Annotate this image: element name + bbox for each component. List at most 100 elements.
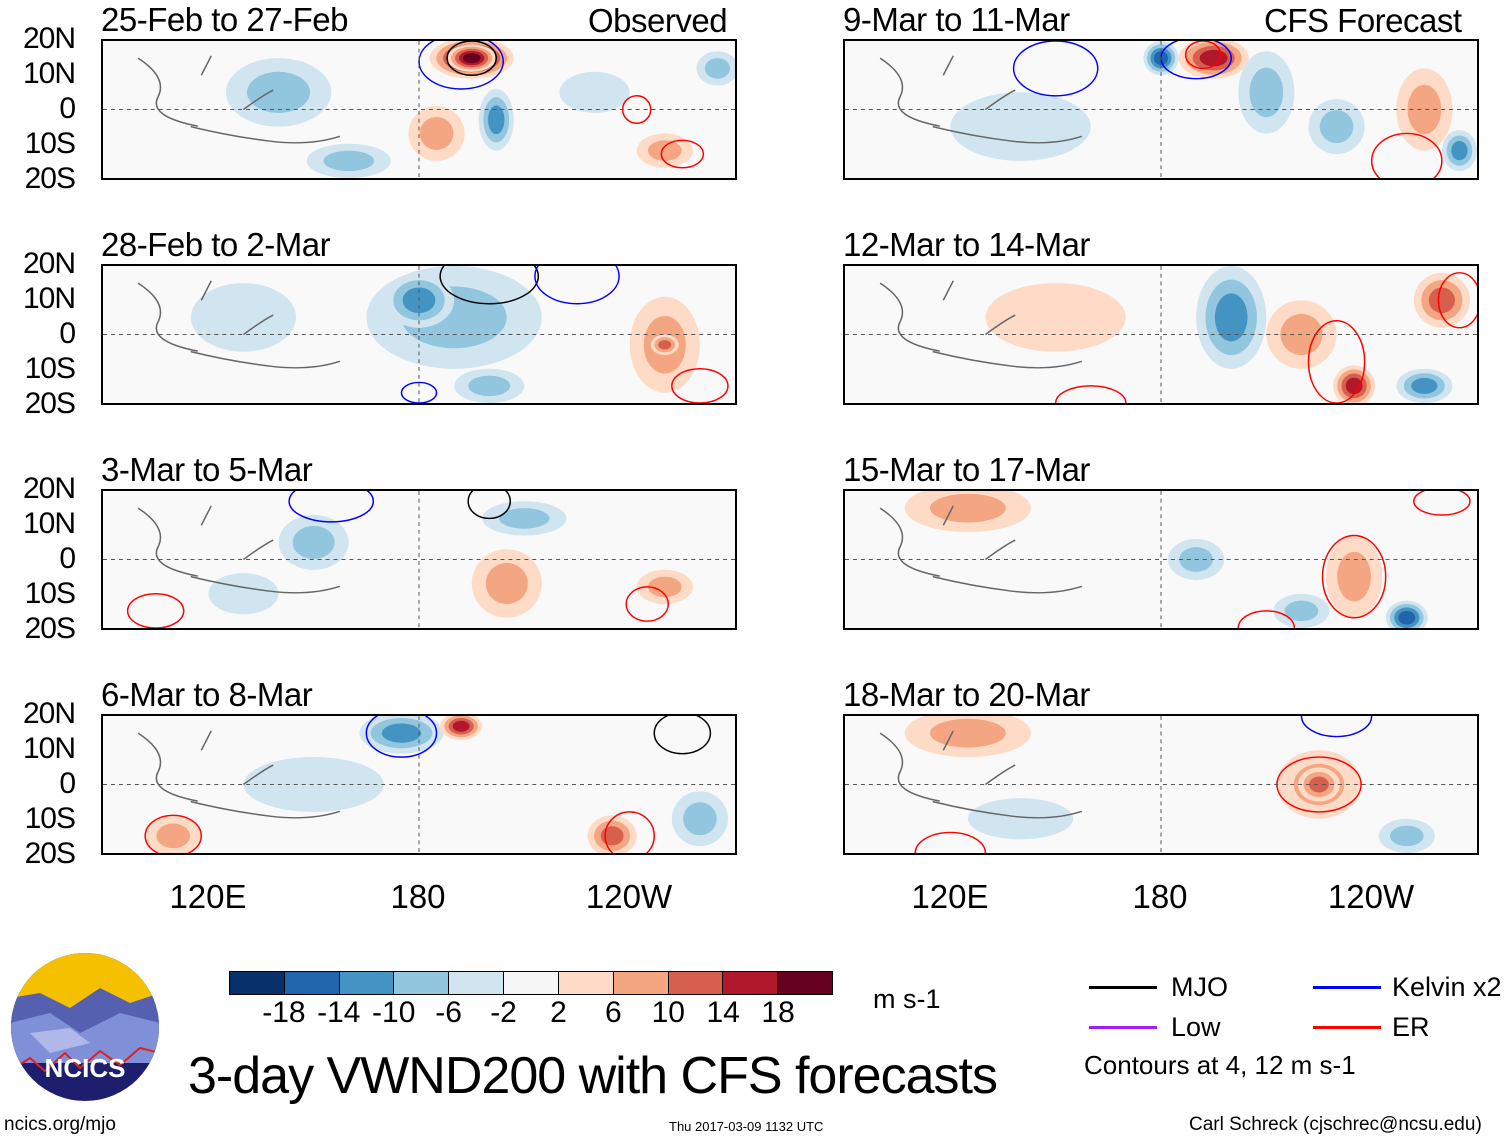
contour-line	[534, 266, 620, 305]
contour-line	[126, 593, 185, 628]
lat-label: 10N	[22, 507, 76, 540]
panel-title: 3-Mar to 5-Mar	[101, 451, 313, 488]
wind-anomaly-shade	[292, 525, 335, 559]
lat-label: 10S	[24, 802, 76, 835]
colorbar-swatch	[339, 972, 395, 994]
colorbar-swatch	[284, 972, 340, 994]
lon-label-180-right: 180	[1132, 878, 1188, 915]
contour-line	[144, 814, 203, 853]
wind-anomaly-shade	[1249, 67, 1284, 118]
contour-line	[1054, 385, 1127, 403]
wind-anomaly-shade	[658, 339, 672, 350]
contour-line	[1413, 491, 1471, 516]
colorbar-label: -10	[372, 996, 416, 1029]
main-title: 3-day VWND200 with CFS forecasts	[188, 1047, 998, 1105]
colorbar	[229, 971, 833, 995]
contour-line	[288, 491, 375, 523]
wind-anomaly-shade	[600, 826, 624, 846]
wind-anomaly-shade	[647, 576, 682, 598]
colorbar-label: -6	[435, 996, 462, 1029]
contour-line	[1307, 320, 1366, 403]
observed-header: Observed	[588, 2, 728, 39]
colorbar-swatch	[394, 972, 450, 994]
colorbar-label: 14	[706, 996, 740, 1029]
colorbar-units: m s-1	[873, 984, 941, 1014]
colorbar-swatch	[778, 972, 832, 994]
map-panel	[843, 714, 1479, 855]
wind-anomaly-shade	[985, 283, 1126, 352]
contour-line	[365, 716, 438, 758]
wind-anomaly-shade	[419, 117, 454, 150]
contour-line	[653, 716, 712, 755]
lat-label: 0	[59, 92, 76, 125]
wind-anomaly-shade	[499, 508, 550, 529]
wind-anomaly-shade	[452, 720, 470, 732]
panel-title: 15-Mar to 17-Mar	[843, 451, 1090, 488]
wind-anomaly-shade	[967, 798, 1074, 840]
colorbar-swatch	[723, 972, 779, 994]
wind-anomaly-shade	[488, 105, 505, 135]
contour-line	[625, 586, 670, 622]
coastline	[879, 280, 1083, 369]
contour-line	[1437, 272, 1477, 329]
lat-label: 10N	[22, 282, 76, 315]
wind-anomaly-shade	[1407, 84, 1442, 135]
wind-anomaly-shade	[1451, 140, 1468, 161]
map-panel	[101, 264, 737, 405]
lat-label: 10S	[24, 127, 76, 160]
legend-label-mjo: MJO	[1171, 972, 1228, 1002]
contour-line	[660, 139, 705, 169]
legend-line-er	[1313, 1026, 1381, 1029]
footer-author: Carl Schreck (cjschrec@ncsu.edu)	[1189, 1114, 1482, 1135]
lat-label: 0	[59, 317, 76, 350]
contour-line	[439, 266, 540, 305]
lat-label: 20S	[24, 612, 76, 645]
colorbar-label: 6	[605, 996, 622, 1029]
lat-label: 20S	[24, 387, 76, 420]
wind-anomaly-shade	[485, 562, 528, 605]
lon-label-180-left: 180	[390, 878, 446, 915]
colorbar-swatch	[449, 972, 505, 994]
contour-line	[446, 41, 497, 76]
forecast-header: CFS Forecast	[1264, 2, 1462, 39]
wind-anomaly-shade	[1284, 600, 1319, 622]
lat-label: 10S	[24, 577, 76, 610]
contours-note: Contours at 4, 12 m s-1	[1084, 1050, 1356, 1080]
wind-anomaly-shade	[1319, 110, 1354, 144]
coastline	[137, 55, 341, 144]
lat-label: 10N	[22, 57, 76, 90]
contour-line	[604, 811, 655, 853]
contour-line	[1012, 41, 1099, 97]
panel-title: 9-Mar to 11-Mar	[843, 1, 1070, 38]
lat-label: 0	[59, 767, 76, 800]
map-panel	[101, 489, 737, 630]
footer-timestamp: Thu 2017-03-09 1132 UTC	[669, 1119, 824, 1134]
lat-label: 10S	[24, 352, 76, 385]
wind-anomaly-shade	[190, 283, 297, 352]
contour-line	[1370, 132, 1443, 178]
lat-label: 20N	[22, 472, 76, 505]
wind-anomaly-shade	[559, 71, 630, 113]
lat-label: 20N	[22, 247, 76, 280]
colorbar-swatch	[668, 972, 724, 994]
wind-anomaly-shade	[1199, 49, 1228, 67]
lat-label: 20S	[24, 837, 76, 870]
colorbar-swatch	[558, 972, 614, 994]
wind-anomaly-shade	[462, 53, 481, 64]
wind-anomaly-shade	[246, 71, 311, 113]
wind-anomaly-shade	[930, 718, 1006, 748]
wind-anomaly-shade	[950, 92, 1091, 161]
wind-anomaly-shade	[1389, 825, 1424, 847]
wind-anomaly-shade	[1411, 377, 1438, 394]
wind-anomaly-shade	[647, 140, 682, 161]
colorbar-label: 18	[761, 996, 795, 1029]
panel-title: 18-Mar to 20-Mar	[843, 676, 1090, 713]
contour-line	[671, 368, 729, 403]
logo-text: NCICS	[45, 1053, 126, 1083]
coastline	[137, 505, 341, 594]
colorbar-label: 10	[651, 996, 685, 1029]
lat-label: 20N	[22, 22, 76, 55]
coastline	[879, 730, 1083, 819]
footer-url[interactable]: ncics.org/mjo	[4, 1114, 116, 1135]
